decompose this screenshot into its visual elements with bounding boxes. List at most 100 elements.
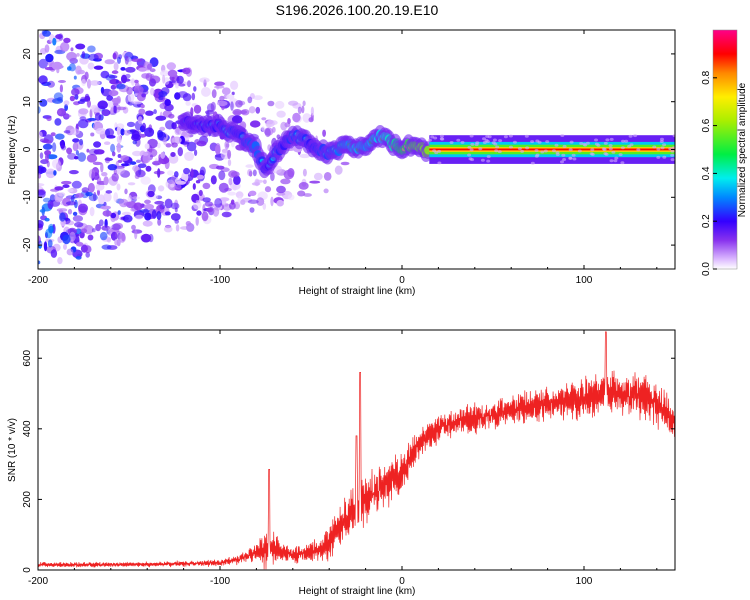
heatmap-blob bbox=[164, 211, 171, 216]
heatmap-blob bbox=[72, 211, 78, 216]
heatmap-flat-band bbox=[429, 148, 675, 151]
colorbar-tick-label: 0.0 bbox=[701, 262, 712, 276]
heatmap-blob bbox=[45, 53, 54, 63]
heatmap-blob bbox=[92, 161, 103, 166]
heatmap-blob bbox=[287, 194, 295, 201]
heatmap-blob bbox=[283, 169, 294, 180]
heatmap-speckle bbox=[601, 147, 606, 151]
heatmap-blob bbox=[264, 186, 272, 193]
heatmap-speckle bbox=[468, 157, 473, 161]
heatmap-blob bbox=[192, 183, 196, 190]
heatmap-blob bbox=[135, 159, 142, 163]
heatmap-speckle bbox=[582, 142, 587, 146]
heatmap-speckle bbox=[517, 147, 522, 151]
heatmap-speckle bbox=[608, 144, 613, 147]
heatmap-speckle bbox=[537, 140, 542, 144]
y-tick-label: 0 bbox=[22, 146, 33, 152]
heatmap-blob bbox=[180, 226, 191, 230]
heatmap-speckle bbox=[525, 146, 530, 150]
heatmap-blob bbox=[210, 175, 217, 185]
heatmap-speckle bbox=[480, 158, 485, 162]
heatmap-blob bbox=[196, 210, 202, 216]
heatmap-blob bbox=[105, 190, 113, 194]
heatmap-blob bbox=[101, 172, 108, 177]
heatmap-blob bbox=[147, 190, 155, 198]
heatmap-blob bbox=[253, 95, 263, 101]
heatmap-blob bbox=[171, 142, 178, 148]
colorbar-tick-label: 0.2 bbox=[701, 214, 712, 228]
heatmap-blob bbox=[71, 88, 80, 96]
heatmap-blob bbox=[138, 108, 146, 115]
heatmap-blob bbox=[106, 95, 114, 101]
heatmap-blob bbox=[88, 169, 96, 179]
heatmap-blob bbox=[199, 77, 210, 83]
heatmap-speckle bbox=[534, 149, 539, 152]
heatmap-blob bbox=[38, 106, 41, 114]
heatmap-blob bbox=[249, 207, 255, 213]
heatmap-blob bbox=[122, 214, 133, 223]
heatmap-blob bbox=[74, 221, 84, 228]
heatmap-blob bbox=[158, 91, 168, 97]
heatmap-blob bbox=[121, 74, 127, 84]
heatmap-speckle bbox=[671, 146, 675, 150]
heatmap-speckle bbox=[554, 143, 559, 147]
heatmap-speckle bbox=[555, 153, 560, 157]
heatmap-speckle bbox=[608, 147, 613, 151]
heatmap-blob bbox=[104, 141, 111, 145]
heatmap-blob bbox=[267, 100, 275, 107]
heatmap-blob bbox=[247, 199, 259, 204]
snr-frame bbox=[37, 329, 676, 571]
heatmap-blob bbox=[297, 190, 306, 197]
heatmap-speckle bbox=[474, 143, 479, 147]
heatmap-blob bbox=[87, 182, 95, 193]
heatmap-blob bbox=[247, 96, 253, 104]
heatmap-blob bbox=[90, 104, 99, 113]
heatmap-blob bbox=[46, 154, 58, 160]
heatmap-speckle bbox=[614, 156, 619, 160]
heatmap-speckle bbox=[590, 148, 595, 152]
heatmap-blob bbox=[69, 170, 79, 175]
heatmap-blob bbox=[157, 185, 165, 192]
heatmap-blob bbox=[127, 92, 135, 103]
heatmap-blob bbox=[59, 41, 70, 52]
heatmap-blob bbox=[99, 231, 108, 241]
heatmap-blob bbox=[157, 218, 162, 226]
heatmap-blob bbox=[77, 119, 89, 129]
heatmap-blob bbox=[38, 58, 48, 69]
heatmap-blob bbox=[206, 207, 214, 213]
heatmap-blob bbox=[77, 152, 87, 162]
heatmap-blob bbox=[270, 172, 275, 182]
heatmap-blob bbox=[164, 99, 171, 106]
y-tick-label: -20 bbox=[22, 237, 33, 252]
heatmap-blob bbox=[86, 154, 98, 163]
heatmap-blob bbox=[66, 51, 77, 61]
heatmap-speckle bbox=[552, 149, 556, 153]
heatmap-speckle bbox=[660, 137, 664, 141]
heatmap-blob bbox=[233, 175, 241, 185]
heatmap-speckle bbox=[609, 137, 614, 141]
heatmap-speckle bbox=[636, 148, 641, 152]
heatmap-blob bbox=[175, 184, 182, 189]
y-tick-label: -10 bbox=[22, 190, 33, 205]
heatmap-speckle bbox=[659, 140, 664, 143]
heatmap-blob bbox=[59, 84, 64, 93]
heatmap-blob bbox=[131, 196, 141, 200]
heatmap-speckle bbox=[437, 149, 442, 153]
heatmap-blob bbox=[194, 149, 198, 156]
heatmap-speckle bbox=[440, 137, 445, 141]
heatmap-blob bbox=[178, 83, 186, 87]
heatmap-blob bbox=[276, 192, 286, 196]
heatmap-blob bbox=[87, 234, 94, 241]
heatmap-blob bbox=[186, 141, 197, 152]
heatmap-blob bbox=[53, 170, 57, 176]
heatmap-blob bbox=[112, 52, 117, 60]
heatmap-blob bbox=[95, 127, 106, 135]
heatmap-speckle bbox=[545, 140, 550, 144]
heatmap-blob bbox=[110, 212, 117, 219]
heatmap-blob bbox=[42, 197, 51, 203]
heatmap-speckle bbox=[594, 138, 598, 142]
heatmap-speckle bbox=[594, 142, 599, 146]
heatmap-blob bbox=[280, 178, 291, 185]
heatmap-blob bbox=[111, 97, 121, 104]
heatmap-blob bbox=[196, 140, 207, 147]
